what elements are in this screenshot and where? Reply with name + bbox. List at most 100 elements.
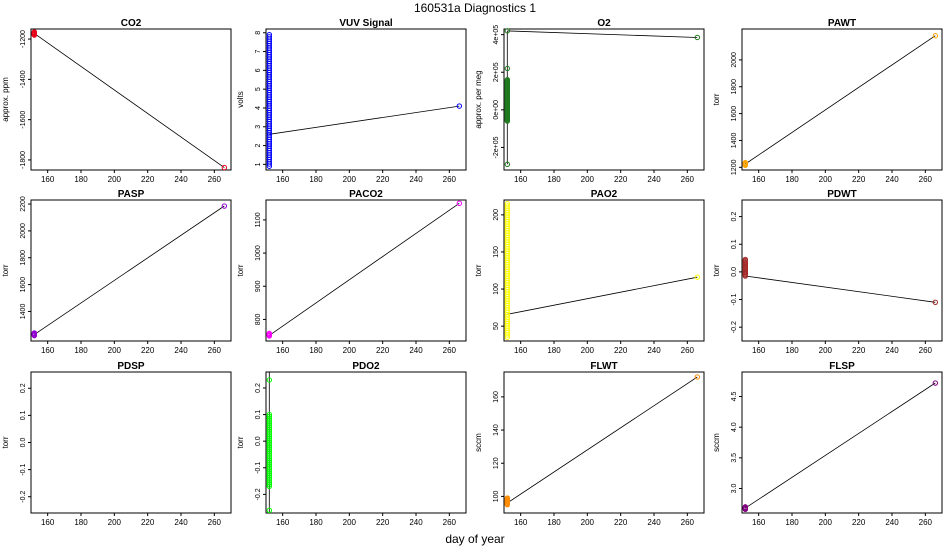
- data-point-pdwt: [932, 299, 939, 305]
- y-tick-label-pdwt: 0.0: [731, 267, 738, 277]
- x-tick-label-pdsp: 220: [141, 518, 155, 527]
- data-point-co2: [31, 29, 38, 35]
- x-tick-label-co2: 240: [174, 175, 188, 184]
- x-tick-label-pdo2: 240: [409, 518, 423, 527]
- panel-title-pawt: PAWT: [828, 18, 856, 29]
- x-tick-label-vuv-signal: 240: [409, 175, 423, 184]
- y-axis-label-pasp: torr: [1, 264, 10, 276]
- data-point-vuv-signal: [266, 34, 273, 40]
- x-tick-label-pao2: 240: [647, 346, 661, 355]
- panel-title-pdwt: PDWT: [827, 189, 856, 200]
- panel-o2: O2 approx. per meg 160 180 200 220 240 260 -2e+0…: [474, 18, 705, 184]
- y-tick-label-flwt: 140: [493, 424, 500, 436]
- x-tick-label-pdo2: 220: [376, 518, 390, 527]
- data-point-pdo2: [266, 419, 273, 425]
- y-tick-label-o2: 0e+00: [493, 100, 500, 120]
- x-tick-label-paco2: 180: [309, 346, 323, 355]
- y-tick-label-flsp: 4.5: [731, 392, 738, 402]
- data-point-pdo2: [266, 478, 273, 484]
- x-tick-label-co2: 180: [74, 175, 88, 184]
- series-lines-co2: [34, 33, 225, 168]
- y-tick-label-co2: -1800: [20, 151, 27, 169]
- y-tick-label-paco2: 800: [255, 313, 262, 325]
- data-point-pdo2: [266, 424, 273, 431]
- plot-frame-flwt: [503, 371, 705, 514]
- x-tick-label-pdo2: 180: [309, 518, 323, 527]
- data-point-pdo2: [266, 468, 273, 475]
- data-point-pdo2: [266, 417, 273, 423]
- y-tick-label-pdsp: 0.1: [20, 410, 27, 420]
- x-tick-label-flsp: 260: [919, 518, 933, 527]
- data-point-pdo2: [266, 456, 273, 462]
- y-tick-label-pdsp: -0.2: [20, 491, 27, 503]
- series-line-co2: [34, 33, 225, 168]
- panel-title-pdsp: PDSP: [117, 361, 145, 372]
- x-tick-label-paco2: 160: [276, 346, 290, 355]
- plot-frame-pao2: [503, 199, 705, 342]
- data-point-pdo2: [266, 483, 273, 490]
- data-point-pdo2: [266, 432, 273, 438]
- x-tick-label-pasp: 240: [174, 346, 188, 355]
- data-point-pdo2: [266, 441, 273, 447]
- x-tick-label-o2: 240: [647, 175, 661, 184]
- y-tick-label-pasp: 1400: [20, 304, 27, 320]
- panel-title-flwt: FLWT: [590, 361, 617, 372]
- panel-title-pasp: PASP: [118, 189, 145, 200]
- y-axis-label-pdo2: torr: [236, 436, 245, 448]
- x-tick-label-pao2: 160: [514, 346, 528, 355]
- x-tick-label-pdwt: 240: [885, 346, 899, 355]
- y-tick-label-flsp: 3.0: [731, 484, 738, 494]
- x-tick-label-pasp: 200: [108, 346, 122, 355]
- x-tick-label-pdwt: 200: [819, 346, 833, 355]
- x-tick-label-flwt: 200: [581, 518, 595, 527]
- x-tick-label-o2: 220: [614, 175, 628, 184]
- x-tick-label-co2: 260: [208, 175, 222, 184]
- y-axis-label-pdsp: torr: [1, 436, 10, 448]
- data-point-pdo2: [266, 415, 273, 421]
- x-tick-label-pasp: 180: [74, 346, 88, 355]
- x-tick-label-pao2: 200: [581, 346, 595, 355]
- data-point-o2: [504, 65, 511, 72]
- y-tick-label-pawt: 1400: [731, 133, 738, 149]
- x-tick-label-pdwt: 220: [852, 346, 866, 355]
- panel-pdsp: PDSP torr 160 180 200 220 240 260 -0.2 -0.1 0.0 0.1…: [1, 361, 232, 527]
- data-point-paco2: [456, 200, 463, 207]
- data-point-flsp: [932, 380, 939, 386]
- panel-pdo2: PDO2 torr 160 180 200 220 240 260 -0.2 -0.1 0.0 0.1…: [236, 361, 467, 527]
- data-point-pdo2: [266, 428, 273, 434]
- data-point-pdo2: [266, 433, 273, 440]
- data-point-pdo2: [266, 454, 273, 460]
- x-tick-label-flsp: 240: [885, 518, 899, 527]
- y-tick-label-flwt: 100: [493, 490, 500, 502]
- y-tick-label-vuv-signal: 8: [255, 31, 262, 35]
- x-tick-label-pawt: 260: [919, 175, 933, 184]
- plot-frame-pdo2: [265, 371, 467, 514]
- x-tick-label-flsp: 220: [852, 518, 866, 527]
- x-tick-label-pdsp: 260: [208, 518, 222, 527]
- y-tick-label-pao2: 200: [493, 209, 500, 221]
- x-tick-label-co2: 160: [41, 175, 55, 184]
- y-tick-label-vuv-signal: 5: [255, 87, 262, 91]
- data-point-vuv-signal: [456, 103, 463, 109]
- series-line-paco2: [269, 202, 460, 336]
- x-tick-label-co2: 200: [108, 175, 122, 184]
- series-lines-vuv-signal: [269, 105, 460, 135]
- y-tick-label-pdo2: -0.2: [255, 488, 262, 500]
- series-line-vuv-signal: [269, 105, 460, 135]
- y-axis-label-flwt: sccm: [474, 433, 483, 452]
- x-tick-label-pdo2: 160: [276, 518, 290, 527]
- plot-frame-pdsp: [30, 371, 232, 514]
- plot-frame-pasp: [30, 199, 232, 342]
- data-point-flwt: [504, 495, 511, 501]
- y-tick-label-paco2: 900: [255, 280, 262, 292]
- data-point-pasp: [31, 330, 38, 336]
- y-tick-label-pdwt: -0.1: [731, 293, 738, 305]
- x-tick-label-o2: 160: [514, 175, 528, 184]
- data-point-pdo2: [266, 443, 273, 449]
- data-point-pdo2: [266, 377, 273, 383]
- series-line-o2: [507, 30, 698, 38]
- series-lines-paco2: [269, 202, 460, 336]
- data-point-o2: [504, 77, 511, 83]
- y-tick-label-o2: 4e+05: [493, 25, 500, 45]
- panel-title-co2: CO2: [121, 18, 142, 29]
